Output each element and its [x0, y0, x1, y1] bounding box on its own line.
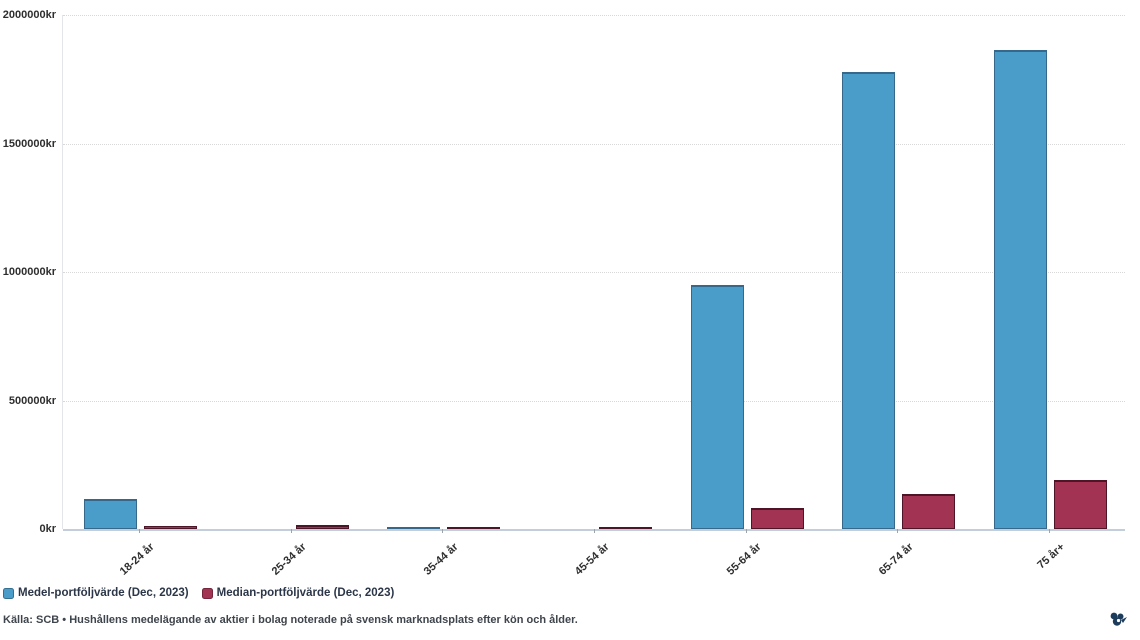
legend-swatch-medel-icon	[3, 587, 14, 599]
bar-medel-35-44år[interactable]	[387, 527, 441, 529]
x-tick	[1049, 529, 1051, 533]
x-axis-label: 65-74 år	[876, 541, 916, 578]
bar-median-75år+[interactable]	[1054, 480, 1108, 529]
y-axis-label: 2000000kr	[2, 9, 56, 21]
gridline-2000000	[63, 15, 1125, 16]
y-axis-label: 1500000kr	[2, 137, 56, 150]
legend: Medel-portföljvärde (Dec, 2023) Median-p…	[3, 587, 394, 599]
x-tick	[745, 529, 747, 533]
x-tick	[897, 529, 899, 533]
bar-medel-65-74år[interactable]	[842, 71, 896, 529]
gridline-1500000	[63, 143, 1125, 145]
bar-median-65-74år[interactable]	[902, 493, 956, 529]
x-axis-label: 35-44 år	[421, 541, 461, 578]
x-axis-label: 55-64 år	[724, 541, 764, 578]
plot-area: 18-24 år 25-34 år 35-44 år 45-54 år 55-64 år…	[62, 15, 1125, 578]
brand-logo-icon[interactable]	[1106, 608, 1128, 630]
x-axis-label: 45-54 år	[573, 541, 613, 578]
gridline-1000000	[63, 272, 1125, 273]
x-tick	[594, 529, 595, 533]
bar-median-55-64år[interactable]	[750, 507, 804, 529]
bar-median-25-34år[interactable]	[295, 524, 349, 529]
x-axis-label: 75 år+	[1035, 541, 1068, 572]
y-axis-label: 1000000kr	[2, 266, 56, 278]
legend-item-median: Median-portföljvärde (Dec, 2023)	[201, 587, 395, 599]
x-tick	[290, 529, 292, 533]
legend-label-medel: Medel-portföljvärde (Dec, 2023)	[18, 587, 189, 599]
x-tick	[138, 529, 140, 533]
bar-median-18-24år[interactable]	[143, 525, 197, 529]
legend-swatch-median-icon	[201, 587, 213, 599]
y-axis-label: 500000kr	[8, 394, 56, 407]
bar-medel-55-64år[interactable]	[690, 284, 744, 529]
legend-item-medel: Medel-portföljvärde (Dec, 2023)	[3, 587, 189, 599]
x-tick	[442, 529, 444, 533]
x-axis-label: 18-24 år	[117, 541, 157, 578]
bar-median-35-44år[interactable]	[447, 526, 501, 529]
legend-label-median: Median-portföljvärde (Dec, 2023)	[216, 587, 395, 599]
source-text: Källa: SCB • Hushållens medelägande av a…	[3, 614, 578, 626]
bar-medel-75år+[interactable]	[994, 50, 1048, 529]
bar-medel-18-24år[interactable]	[83, 499, 137, 529]
gridline-500000	[63, 400, 1125, 402]
y-axis-label: 0kr	[39, 523, 56, 535]
x-axis-label: 25-34 år	[269, 541, 309, 578]
bar-median-45-54år[interactable]	[599, 527, 652, 529]
